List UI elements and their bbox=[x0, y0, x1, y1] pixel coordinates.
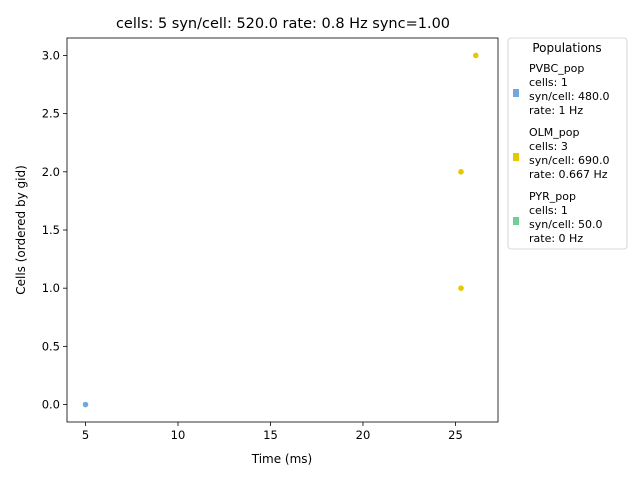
legend-entry-text: PYR_pop bbox=[529, 190, 576, 203]
plot-area bbox=[82, 52, 479, 408]
legend-entry-text: syn/cell: 480.0 bbox=[529, 90, 610, 103]
legend-swatch bbox=[513, 217, 519, 225]
y-tick-label: 1.0 bbox=[42, 281, 60, 295]
legend-frame bbox=[507, 37, 628, 250]
legend-entry-text: OLM_pop bbox=[529, 126, 579, 139]
legend-entry-text: rate: 0 Hz bbox=[529, 232, 583, 245]
legend-entry-text: PVBC_pop bbox=[529, 62, 584, 75]
spike-point bbox=[473, 52, 479, 59]
x-tick-label: 25 bbox=[448, 428, 463, 442]
x-axis: 5 10 15 20 25 bbox=[82, 422, 463, 442]
legend: Populations PVBC_pop cells: 1 syn/cell: … bbox=[507, 37, 628, 250]
legend-entry-text: cells: 1 bbox=[529, 204, 568, 217]
legend-title: Populations bbox=[532, 41, 601, 55]
chart-title: cells: 5 syn/cell: 520.0 rate: 0.8 Hz sy… bbox=[116, 16, 450, 32]
spike-point bbox=[458, 285, 464, 291]
y-tick-label: 1.5 bbox=[42, 223, 60, 237]
legend-entry-text: cells: 1 bbox=[529, 76, 568, 89]
legend-entry-text: syn/cell: 690.0 bbox=[529, 154, 610, 167]
legend-entry-text: rate: 0.667 Hz bbox=[529, 168, 608, 181]
y-tick-label: 0.5 bbox=[42, 339, 60, 353]
y-tick-label: 2.0 bbox=[42, 165, 60, 179]
legend-swatch bbox=[513, 153, 519, 161]
y-tick-label: 3.0 bbox=[42, 48, 60, 62]
x-tick-label: 20 bbox=[356, 428, 371, 442]
plot-frame bbox=[66, 37, 499, 423]
spike-point bbox=[82, 401, 89, 408]
legend-entry-text: cells: 3 bbox=[529, 140, 568, 153]
legend-swatch bbox=[513, 89, 519, 97]
x-tick-label: 15 bbox=[263, 428, 278, 442]
spike-point bbox=[458, 169, 464, 175]
x-tick-label: 5 bbox=[82, 428, 89, 442]
y-axis-label: Cells (ordered by gid) bbox=[14, 165, 28, 295]
y-tick-label: 2.5 bbox=[42, 107, 60, 121]
x-tick-label: 10 bbox=[171, 428, 186, 442]
y-tick-label: 0.0 bbox=[42, 398, 60, 412]
legend-entry-text: syn/cell: 50.0 bbox=[529, 218, 603, 231]
x-axis-label: Time (ms) bbox=[251, 452, 313, 466]
legend-entry-text: rate: 1 Hz bbox=[529, 104, 583, 117]
y-axis: 0.0 0.5 1.0 1.5 2.0 2.5 3.0 bbox=[42, 48, 67, 412]
